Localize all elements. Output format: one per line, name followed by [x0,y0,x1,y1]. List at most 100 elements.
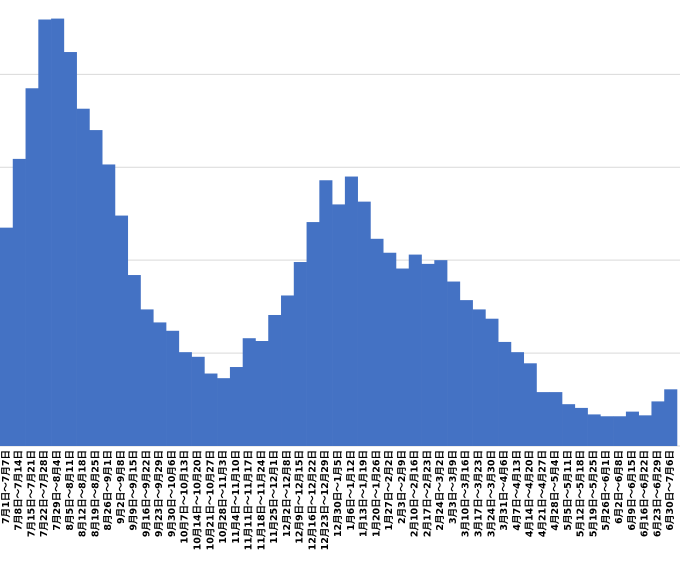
x-tick-label: 9月16日～9月22日 [141,450,152,537]
bar [344,176,358,446]
x-tick-label: 11月18日～11月24日 [256,450,267,550]
bar [421,263,435,446]
x-tick-label: 4月14日～4月20日 [525,450,536,537]
bar [638,415,652,446]
bar [76,108,90,447]
bar [191,356,205,446]
bar [664,389,678,446]
x-tick-label: 10月7日～10月13日 [180,450,191,544]
bar [613,416,627,446]
bar [89,130,103,447]
x-tick-label: 12月2日～12月8日 [282,450,293,537]
bar [383,252,397,446]
x-tick-label: 6月23日～6月29日 [652,450,663,537]
bar [319,180,333,446]
bar [281,295,295,446]
x-tick-label: 7月29日～8月4日 [52,450,63,531]
x-tick-label: 2月3日～2月9日 [397,450,408,524]
x-tick-label: 8月5日～8月11日 [65,450,76,531]
bar [63,52,77,447]
x-tick-label: 6月9日～6月15日 [627,450,638,531]
x-tick-label: 4月7日～4月13日 [512,450,523,531]
x-tick-label: 9月23日～9月29日 [154,450,165,537]
x-tick-label: 7月1日～7月7日 [1,450,12,524]
x-tick-label: 5月12日～5月18日 [576,450,587,537]
x-tick-label: 6月16日～6月22日 [640,450,651,537]
x-tick-label: 6月2日～6月8日 [614,450,625,524]
x-tick-label: 6月30日～7月6日 [665,450,676,531]
bar [510,352,525,446]
x-tick-label: 4月21日～4月27日 [537,450,548,537]
bar [178,352,192,446]
x-tick-label: 9月9日～9月15日 [129,450,140,531]
x-tick-label: 3月17日～3月23日 [474,450,485,537]
bar [102,164,116,446]
bar [255,341,269,446]
bar [472,309,486,446]
x-tick-label: 2月17日～2月23日 [422,450,433,537]
x-tick-label: 11月4日～11月10日 [231,450,242,544]
bar [332,204,346,446]
x-tick-label: 4月28日～5月4日 [550,450,561,531]
x-tick-label: 12月16日～12月22日 [307,450,318,550]
bar [485,318,499,446]
bar [229,367,243,446]
bar [587,414,601,446]
x-tick-label: 3月24日～3月30日 [486,450,497,537]
bar [114,215,129,446]
bar [574,407,588,446]
bar [459,300,473,446]
x-tick-label: 1月27日～2月2日 [384,450,395,531]
bar [293,262,307,446]
bar [447,281,461,446]
x-tick-label: 12月30日～1月5日 [333,450,344,537]
x-tick-label: 9月30日～10月6日 [167,450,178,537]
bar [217,378,231,446]
bar [127,275,141,446]
x-tick-label: 10月21日～10月27日 [205,450,216,550]
bar [0,227,14,446]
x-tick-label: 1月6日～1月12日 [346,450,357,531]
x-tick-label: 1月20日～1月26日 [371,450,382,537]
bar [370,238,384,446]
x-tick-label: 3月3日～3月9日 [448,450,459,524]
x-tick-label: 5月19日～5月25日 [588,450,599,537]
bar [523,363,537,446]
bar [153,322,167,446]
bar [204,373,218,446]
x-tick-label: 7月15日～7月21日 [26,450,37,537]
bar [242,338,256,446]
bar [12,158,26,446]
bar [600,416,614,446]
bar [51,18,65,446]
bar [306,222,320,446]
x-tick-label: 11月11日～11月17日 [244,450,255,550]
x-tick-label: 3月31日～4月6日 [499,450,510,531]
x-tick-label: 7月22日～7月28日 [39,450,50,537]
x-tick-label: 12月23日～12月29日 [320,450,331,550]
x-tick-label: 2月24日～3月2日 [435,450,446,531]
x-tick-label: 2月10日～2月16日 [410,450,421,537]
x-tick-label: 12月9日～12月15日 [295,450,306,544]
bar [408,254,422,446]
bar [498,341,512,446]
bar [562,404,576,446]
bar [651,401,665,446]
bar [166,330,180,446]
bar [536,392,550,446]
bar [625,411,639,446]
x-tick-label: 10月14日～10月20日 [192,450,203,550]
bar [38,19,52,446]
bar [140,309,154,446]
bar [268,314,282,446]
x-tick-label: 8月19日～8月25日 [90,450,101,537]
bar [395,268,410,446]
x-tick-label: 3月10日～3月16日 [461,450,472,537]
x-tick-label: 7月8日～7月14日 [14,450,25,531]
bar [549,392,563,446]
x-tick-label: 5月5日～5月11日 [563,450,574,531]
bar [25,88,39,446]
bar [434,260,448,446]
